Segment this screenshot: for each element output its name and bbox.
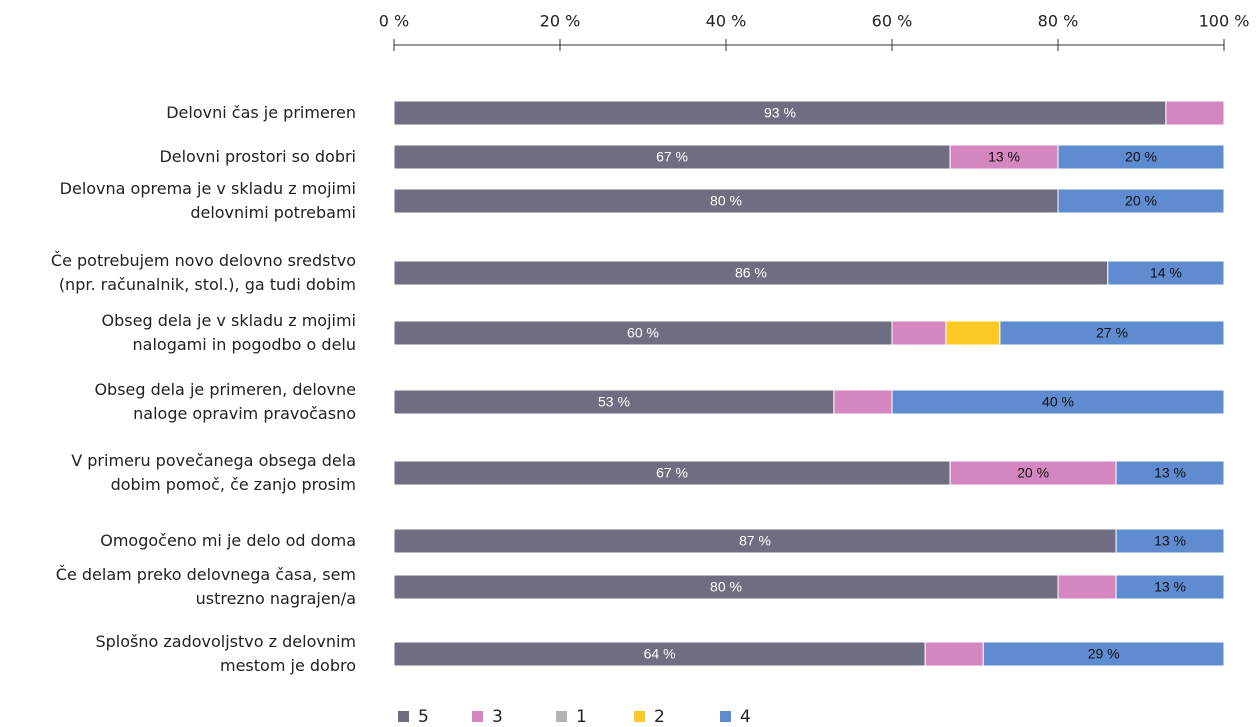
bar-segment [1107,260,1225,286]
data-label: 20 % [1125,149,1157,165]
category-label: Če potrebujem novo delovno sredstvo (npr… [50,251,356,294]
x-tick-label: 0 % [379,12,409,31]
bar-segment [393,100,1167,126]
legend-swatch [720,711,731,722]
legend-label: 4 [740,707,751,727]
bar-segment [949,460,1117,486]
data-label: 29 % [1088,646,1120,662]
data-label: 67 % [656,149,688,165]
x-tick-label: 20 % [540,12,581,31]
x-tick-label: 40 % [706,12,747,31]
category-label: Delovni prostori so dobri [159,147,356,166]
bar-segment [924,641,984,667]
data-label: 93 % [764,105,796,121]
data-label: 13 % [1154,579,1186,595]
data-label: 60 % [627,325,659,341]
data-label: 80 % [710,193,742,209]
legend-label: 3 [492,707,503,727]
bar-segment [1057,574,1117,600]
legend-swatch [556,711,567,722]
category-label: Splošno zadovoljstvo z delovnim mestom j… [95,632,356,675]
bar-segment [393,460,951,486]
bar-segment [393,144,951,170]
data-label: 14 % [1150,265,1182,281]
bar-segment [949,144,1059,170]
bar-segment [393,641,926,667]
legend-label: 1 [576,707,587,727]
category-label: Če delam preko delovnega časa, sem ustre… [55,565,356,608]
category-label: Delovna oprema je v skladu z mojimi delo… [59,179,356,222]
x-tick-label: 100 % [1199,12,1250,31]
legend-label: 5 [418,707,429,727]
data-label: 13 % [1154,465,1186,481]
legend-swatch [472,711,483,722]
bar-segment [1115,574,1225,600]
legend-label: 2 [654,707,665,727]
bar-segment [1165,100,1225,126]
bar-segment [891,320,947,346]
data-label: 53 % [598,394,630,410]
x-tick-label: 80 % [1038,12,1079,31]
bar-segment [393,528,1117,554]
category-label: Obseg dela je primeren, delovne naloge o… [94,380,356,423]
bar-segment [393,574,1059,600]
x-tick-label: 60 % [872,12,913,31]
bar-segment [945,320,1001,346]
bar-segment [393,320,893,346]
data-label: 20 % [1017,465,1049,481]
category-label: Delovni čas je primeren [166,103,356,122]
category-label: Obseg dela je v skladu z mojimi nalogami… [101,311,356,354]
bar-segment [891,389,1225,415]
data-label: 27 % [1096,325,1128,341]
data-label: 80 % [710,579,742,595]
bar-segment [1115,528,1225,554]
bar-segment [1115,460,1225,486]
bar-segment [982,641,1225,667]
bar-segment [393,260,1109,286]
legend-swatch [634,711,645,722]
category-label: Omogočeno mi je delo od doma [100,531,356,550]
category-label: V primeru povečanega obsega dela dobim p… [71,451,356,494]
data-label: 13 % [988,149,1020,165]
data-label: 20 % [1125,193,1157,209]
data-label: 67 % [656,465,688,481]
bar-segment [999,320,1225,346]
legend-swatch [398,711,409,722]
data-label: 86 % [735,265,767,281]
data-label: 64 % [644,646,676,662]
data-label: 40 % [1042,394,1074,410]
bar-segment [1057,144,1225,170]
data-label: 87 % [739,533,771,549]
data-label: 13 % [1154,533,1186,549]
bar-segment [1057,188,1225,214]
bar-segment [393,188,1059,214]
bar-segment [833,389,893,415]
